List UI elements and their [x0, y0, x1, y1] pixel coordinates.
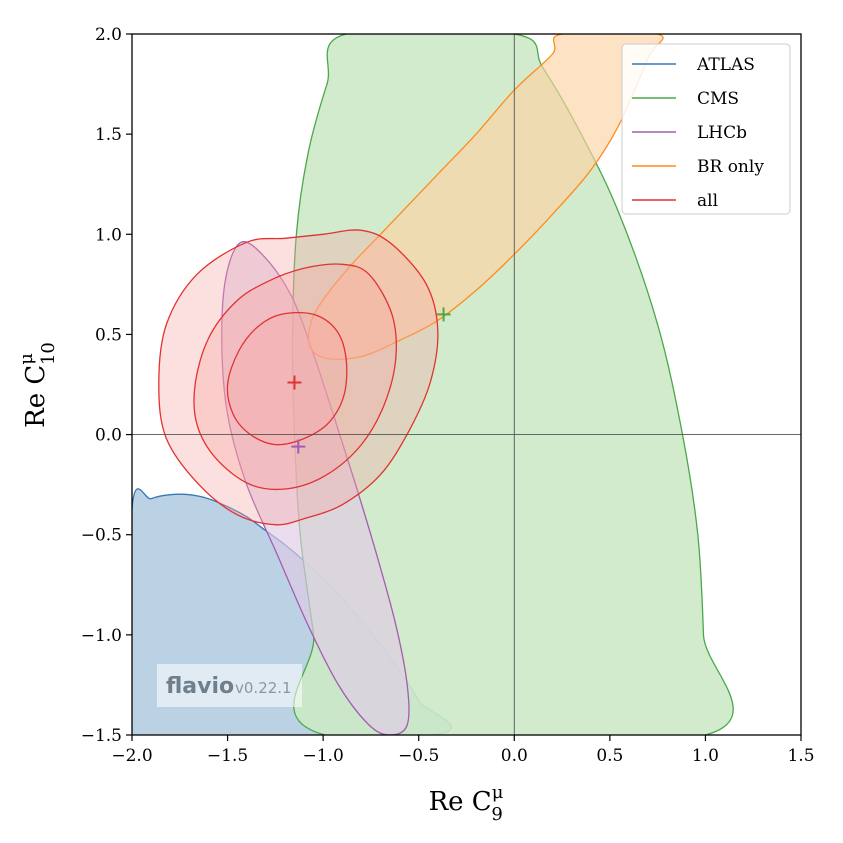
y-tick-label: 0.5 [95, 325, 122, 345]
y-axis-ticks: −1.5 −1.0 −0.5 0.0 0.5 1.0 1.5 2.0 [81, 25, 132, 746]
x-tick-label: 1.0 [692, 746, 719, 766]
x-axis-label-subscript: 9 [491, 804, 502, 825]
region-all [158, 229, 439, 526]
x-axis-ticks: −2.0 −1.5 −1.0 −0.5 0.0 0.5 1.0 1.5 [111, 735, 815, 766]
x-tick-label: 0.0 [501, 746, 528, 766]
y-tick-label: −1.0 [81, 626, 122, 646]
watermark-name: flavio [166, 674, 234, 699]
y-tick-label: 1.0 [95, 225, 122, 245]
contour-all-1 [158, 229, 439, 526]
legend-label: all [697, 191, 718, 211]
legend-label: CMS [697, 89, 739, 109]
watermark-box [157, 664, 302, 707]
y-axis-label: Re Cμ10 [16, 342, 59, 428]
legend-label: BR only [697, 157, 764, 177]
legend-label: ATLAS [696, 55, 755, 75]
x-axis-label-text: Re C [429, 787, 492, 817]
region-lhcb [221, 241, 410, 735]
y-tick-label: 1.5 [95, 125, 122, 145]
best-fit-all [287, 375, 302, 390]
legend-item-all: all [632, 191, 718, 211]
x-tick-label: −1.5 [207, 746, 248, 766]
legend-item-cms: CMS [632, 89, 739, 109]
y-axis-label-superscript: μ [16, 353, 37, 365]
x-tick-label: −2.0 [111, 746, 152, 766]
y-axis-label-subscript: 10 [38, 342, 59, 365]
x-tick-label: −1.0 [303, 746, 344, 766]
confidence-regions [132, 34, 734, 735]
y-tick-label: 2.0 [95, 25, 122, 45]
legend-item-br-only: BR only [632, 157, 764, 177]
contour-br-only-1 [307, 34, 664, 361]
x-tick-label: 0.5 [596, 746, 623, 766]
legend-label: LHCb [697, 123, 747, 143]
best-fit-lhcb [291, 439, 306, 454]
watermark: flavio v0.22.1 [157, 664, 302, 707]
y-axis-label-text: Re C [21, 365, 51, 428]
reference-lines [132, 34, 801, 735]
best-fit-cms [436, 307, 451, 322]
x-tick-label: 1.5 [787, 746, 814, 766]
region-br-only [307, 34, 664, 361]
y-tick-label: −0.5 [81, 526, 122, 546]
legend: ATLAS CMS LHCb BR only all [621, 43, 791, 215]
contour-all-3 [226, 311, 348, 446]
legend-box [621, 43, 791, 215]
plot-frame [131, 33, 802, 736]
legend-item-lhcb: LHCb [632, 123, 747, 143]
legend-item-atlas: ATLAS [632, 55, 755, 75]
watermark-version: v0.22.1 [235, 679, 292, 697]
y-tick-label: 0.0 [95, 426, 122, 446]
contour-lhcb-1 [221, 241, 410, 735]
best-fit-markers [287, 307, 451, 454]
x-tick-label: −0.5 [398, 746, 439, 766]
y-tick-label: −1.5 [81, 726, 122, 746]
x-axis-label: Re Cμ 9 [429, 782, 504, 825]
x-axis-label-superscript: μ [492, 782, 504, 803]
